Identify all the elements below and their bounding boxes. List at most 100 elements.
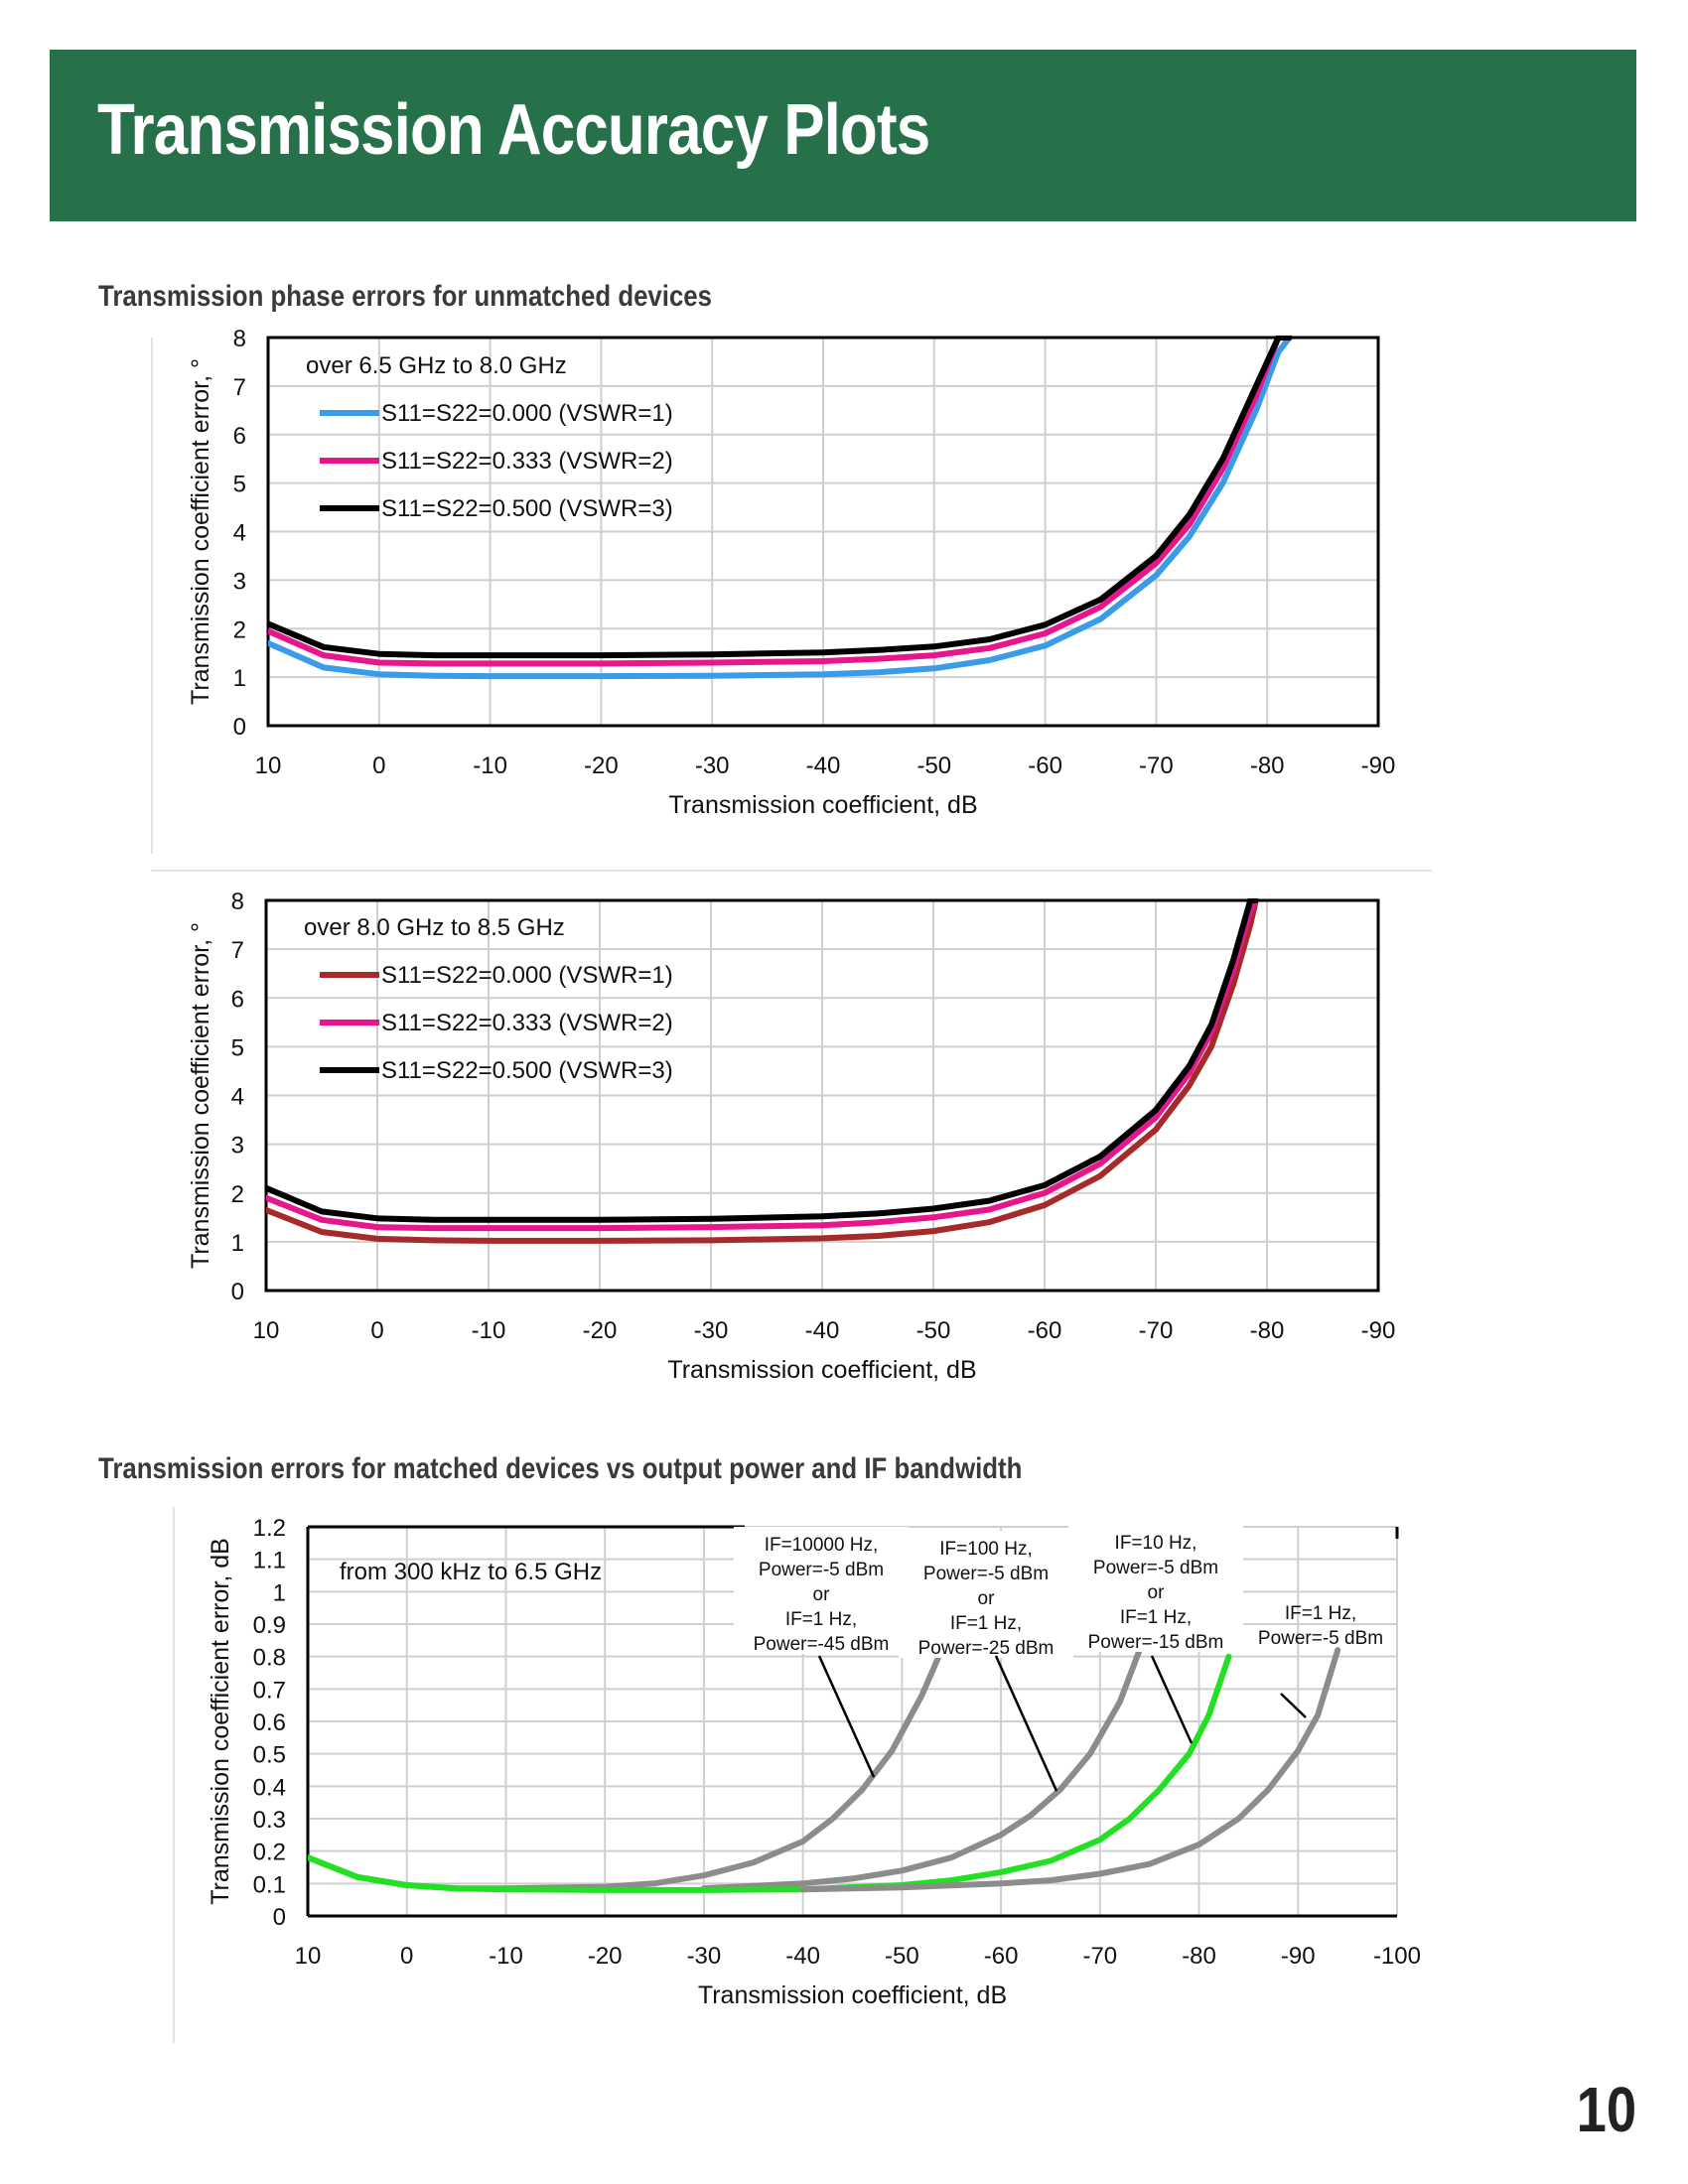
chart2-series-line-3 [266,898,1259,1223]
chart3-xtick-label: -30 [687,1943,722,1970]
chart2-xtick-label: -60 [1028,1317,1062,1344]
chart3-callout-text: Power=-45 dBm [754,1634,890,1655]
chart1-ylabel: Transmission coefficient error, ° [187,358,214,705]
chart2-ytick-label: 4 [231,1084,244,1111]
chart1-xtick-label: -70 [1139,752,1174,779]
chart3-ytick-label: 0.4 [253,1774,286,1801]
chart2-annotation: over 8.0 GHz to 8.5 GHz [304,914,565,941]
chart3-callout-leader [817,1655,876,1778]
chart3-callout-text: IF=1 Hz, [950,1613,1022,1634]
chart1-series-line-2 [268,336,1293,667]
chart3-xtick-label: -70 [1082,1943,1117,1970]
chart1-xtick-label: -30 [695,752,730,779]
chart2-series-line-2 [266,898,1259,1232]
chart2-xtick-label: -40 [805,1317,840,1344]
chart3-ytick-label: 0.9 [253,1612,286,1639]
chart2-frame [264,898,1380,1293]
chart3-ytick-label: 0.1 [253,1871,286,1898]
chart1-legend-label: S11=S22=0.500 (VSWR=3) [381,495,673,522]
chart1-xtick-label: -10 [473,752,507,779]
chart3-xtick-label: 10 [295,1943,322,1970]
chart1-ytick-label: 2 [233,616,246,643]
chart3-callout-text: IF=1 Hz, [1120,1607,1192,1628]
chart1-ytick-label: 8 [233,326,246,352]
chart3-callout-text: IF=1 Hz, [785,1609,857,1630]
chart2-xtick-label: -10 [472,1317,506,1344]
chart3-ylabel: Transmission coefficient error, dB [207,1538,234,1905]
chart1-xtick-label: -90 [1361,752,1396,779]
chart-separator [151,870,1432,872]
chart3-xtick-label: -80 [1182,1943,1216,1970]
chart3-callout-bg [899,1531,1073,1658]
chart3-callout-text: IF=100 Hz, [939,1539,1032,1560]
chart3-callout-text: Power=-25 dBm [918,1638,1055,1659]
chart3-ytick-label: 1.2 [253,1515,286,1542]
chart1-xtick-label: -20 [584,752,619,779]
chart2-legend-label: S11=S22=0.333 (VSWR=2) [381,1010,673,1036]
chart3-ytick-label: 0.5 [253,1742,286,1769]
chart1-xtick-label: 10 [255,752,282,779]
chart3-xtick-label: -90 [1281,1943,1316,1970]
chart2-xtick-label: -20 [583,1317,618,1344]
chart3-callout-leader [1280,1693,1307,1718]
chart3-xtick-label: -50 [885,1943,919,1970]
chart3-ytick-label: 0.8 [253,1645,286,1672]
chart1-xtick-label: -40 [806,752,841,779]
chart1-ytick-label: 1 [233,665,246,692]
chart1-ytick-label: 6 [233,423,246,450]
chart3-callout-text: Power=-5 dBm [923,1564,1049,1584]
page-title: Transmission Accuracy Plots [97,90,930,170]
chart3-xtick-label: -20 [588,1943,623,1970]
chart2-xtick-label: -30 [694,1317,729,1344]
chart3-ytick-label: 0.7 [253,1677,286,1704]
chart3-callout-text: IF=10000 Hz, [765,1535,879,1556]
chart3-frame-left [173,1507,175,2043]
chart3-series-line-1 [308,1647,945,1892]
chart3-ytick-label: 0.3 [253,1807,286,1834]
chart1-frame [266,336,1380,728]
section-title-matched-errors: Transmission errors for matched devices … [98,1452,1023,1485]
chart2-ytick-label: 2 [231,1181,244,1208]
chart3-callout-bg [734,1527,909,1654]
chart3-ytick-label: 0 [273,1904,286,1931]
chart2-xtick-label: -50 [916,1317,951,1344]
chart3-callout-leader [1150,1655,1194,1744]
chart3-series-line-3 [308,1653,1232,1893]
page-number: 10 [1576,2074,1636,2145]
chart2-ytick-label: 7 [231,937,244,964]
chart2-legend-label: S11=S22=0.500 (VSWR=3) [381,1057,673,1084]
header-band: Transmission Accuracy Plots [50,50,1636,221]
chart2-ytick-label: 6 [231,986,244,1013]
chart2-xlabel: Transmission coefficient, dB [667,1356,976,1384]
chart3-xtick-label: -40 [785,1943,820,1970]
chart2-xtick-label: -70 [1139,1317,1174,1344]
chart3-ytick-label: 0.2 [253,1840,286,1866]
chart1-annotation: over 6.5 GHz to 8.0 GHz [306,352,567,379]
chart2-xtick-label: -80 [1250,1317,1285,1344]
chart1-legend-label: S11=S22=0.333 (VSWR=2) [381,448,673,475]
chart1-xtick-label: 0 [372,752,385,779]
chart3-callout-text: or [813,1584,831,1605]
chart3-callout-text: Power=-5 dBm [759,1560,884,1580]
chart1-xtick-label: -60 [1028,752,1062,779]
chart3-ytick-label: 1.1 [253,1548,286,1574]
chart3-callout-text: Power=-15 dBm [1088,1632,1224,1653]
chart1-ytick-label: 0 [233,714,246,741]
chart3-callout-text: Power=-5 dBm [1258,1628,1383,1649]
chart2-ytick-label: 5 [231,1034,244,1061]
chart3-xlabel: Transmission coefficient, dB [698,1981,1007,2009]
chart2-ylabel: Transmission coefficient error, ° [187,922,214,1269]
chart3-callout-text: Power=-5 dBm [1093,1558,1218,1578]
chart3-ytick-label: 0.6 [253,1709,286,1736]
chart2-series-line-1 [266,898,1259,1244]
chart1-xtick-label: -50 [916,752,951,779]
chart3-callout-leader [994,1655,1058,1792]
chart3-xtick-label: -10 [489,1943,523,1970]
chart1-xlabel: Transmission coefficient, dB [668,791,977,819]
chart1-ytick-label: 5 [233,472,246,498]
chart2-xtick-label: -90 [1361,1317,1396,1344]
chart3-series-line-4 [799,1647,1341,1893]
chart3-xtick-label: -60 [984,1943,1019,1970]
chart1-series-line-1 [268,336,1293,680]
